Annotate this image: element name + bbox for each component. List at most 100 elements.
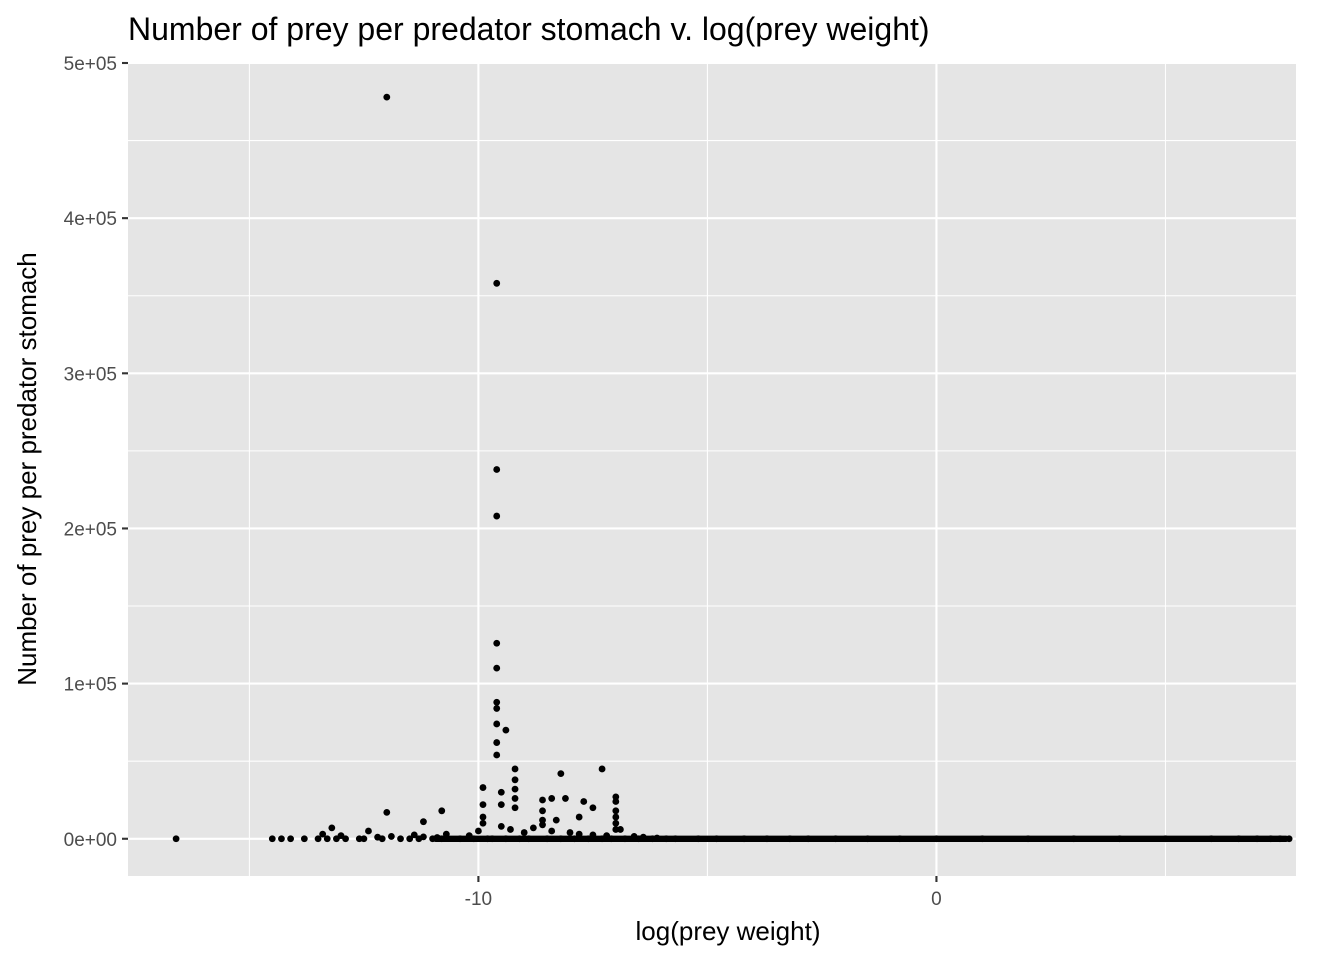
data-point-118 xyxy=(575,830,583,838)
y-tick-label-5: 5e+05 xyxy=(64,54,117,75)
data-point-14 xyxy=(562,795,569,802)
data-points xyxy=(172,93,1293,843)
data-point-111 xyxy=(497,822,505,830)
data-point-77 xyxy=(671,835,679,843)
data-point-115 xyxy=(539,821,546,829)
data-point-104 xyxy=(410,831,418,839)
data-point-4 xyxy=(493,639,501,647)
data-point-106 xyxy=(433,834,441,841)
data-point-70 xyxy=(584,835,592,843)
data-point-122 xyxy=(630,833,638,840)
data-point-1 xyxy=(493,279,501,287)
data-point-113 xyxy=(520,829,528,836)
data-point-55 xyxy=(397,835,404,843)
data-point-117 xyxy=(566,829,574,836)
data-point-45 xyxy=(278,835,285,843)
data-point-108 xyxy=(465,832,473,840)
data-point-22 xyxy=(479,784,487,791)
data-point-101 xyxy=(337,832,345,840)
data-point-114 xyxy=(529,824,537,832)
data-point-94 xyxy=(1235,835,1243,843)
data-point-63 xyxy=(488,835,496,843)
y-tick-label-1: 1e+05 xyxy=(64,675,117,696)
data-point-12 xyxy=(598,765,606,773)
data-point-99 xyxy=(328,824,336,832)
data-point-119 xyxy=(589,831,597,839)
data-point-84 xyxy=(832,835,840,843)
data-point-44 xyxy=(268,835,276,843)
y-axis: 0e+00 1e+05 2e+05 3e+05 4e+05 5e+05 xyxy=(64,54,128,851)
data-point-73 xyxy=(621,835,629,843)
data-point-69 xyxy=(571,835,578,843)
data-point-85 xyxy=(864,835,872,843)
data-point-53 xyxy=(360,835,368,843)
data-point-110 xyxy=(479,819,487,827)
data-point-91 xyxy=(1116,835,1124,843)
data-point-116 xyxy=(548,827,556,835)
data-point-41 xyxy=(612,819,620,827)
data-point-49 xyxy=(323,835,331,843)
data-point-25 xyxy=(497,788,505,796)
y-tick-label-3: 3e+05 xyxy=(64,364,117,385)
data-point-2 xyxy=(493,466,501,473)
data-point-13 xyxy=(557,770,565,777)
data-point-36 xyxy=(575,813,583,821)
data-point-87 xyxy=(933,835,940,843)
data-point-64 xyxy=(502,835,510,843)
data-point-120 xyxy=(603,832,611,840)
data-point-21 xyxy=(420,818,427,826)
chart-title: Number of prey per predator stomach v. l… xyxy=(128,11,930,47)
data-point-96 xyxy=(1267,835,1275,843)
data-point-123 xyxy=(639,833,647,841)
data-point-29 xyxy=(511,785,519,793)
data-point-121 xyxy=(616,826,624,833)
data-point-33 xyxy=(539,807,546,815)
data-point-88 xyxy=(978,835,986,843)
data-point-38 xyxy=(612,798,620,805)
data-point-24 xyxy=(479,813,487,821)
data-point-83 xyxy=(804,835,812,843)
data-point-100 xyxy=(319,830,327,838)
data-point-40 xyxy=(612,813,620,821)
data-point-68 xyxy=(557,835,565,843)
y-tick-label-4: 4e+05 xyxy=(64,209,117,230)
data-point-66 xyxy=(525,835,533,843)
data-point-112 xyxy=(507,826,514,833)
data-point-18 xyxy=(383,808,391,816)
data-point-19 xyxy=(438,807,446,815)
data-point-6 xyxy=(493,698,501,706)
data-point-79 xyxy=(713,835,720,843)
data-point-46 xyxy=(287,835,295,843)
data-point-76 xyxy=(662,835,670,843)
data-point-31 xyxy=(511,804,519,812)
data-point-103 xyxy=(387,833,395,840)
data-point-7 xyxy=(493,705,501,712)
y-axis-title: Number of prey per predator stomach xyxy=(12,252,42,686)
data-point-5 xyxy=(493,664,501,672)
data-point-15 xyxy=(548,795,556,802)
minor-gridlines xyxy=(128,63,1296,876)
data-point-27 xyxy=(511,765,519,773)
data-point-86 xyxy=(896,835,904,843)
x-tick-label-0: -10 xyxy=(465,889,492,910)
data-point-90 xyxy=(1070,835,1078,843)
data-point-105 xyxy=(420,833,427,841)
data-point-23 xyxy=(479,801,487,809)
data-point-81 xyxy=(763,835,771,843)
x-tick-label-1: 0 xyxy=(931,889,942,910)
data-point-56 xyxy=(406,835,414,843)
data-point-95 xyxy=(1253,835,1261,843)
data-point-124 xyxy=(653,834,661,842)
data-point-37 xyxy=(612,793,620,801)
y-tick-label-0: 0e+00 xyxy=(64,830,117,851)
data-point-39 xyxy=(612,807,620,815)
data-point-28 xyxy=(511,776,519,784)
data-point-47 xyxy=(300,835,308,843)
data-point-109 xyxy=(475,827,482,835)
y-tick-label-2: 2e+05 xyxy=(64,519,117,540)
data-point-82 xyxy=(786,835,794,843)
data-point-26 xyxy=(497,801,505,809)
data-point-30 xyxy=(511,795,519,802)
data-point-60 xyxy=(456,835,464,843)
